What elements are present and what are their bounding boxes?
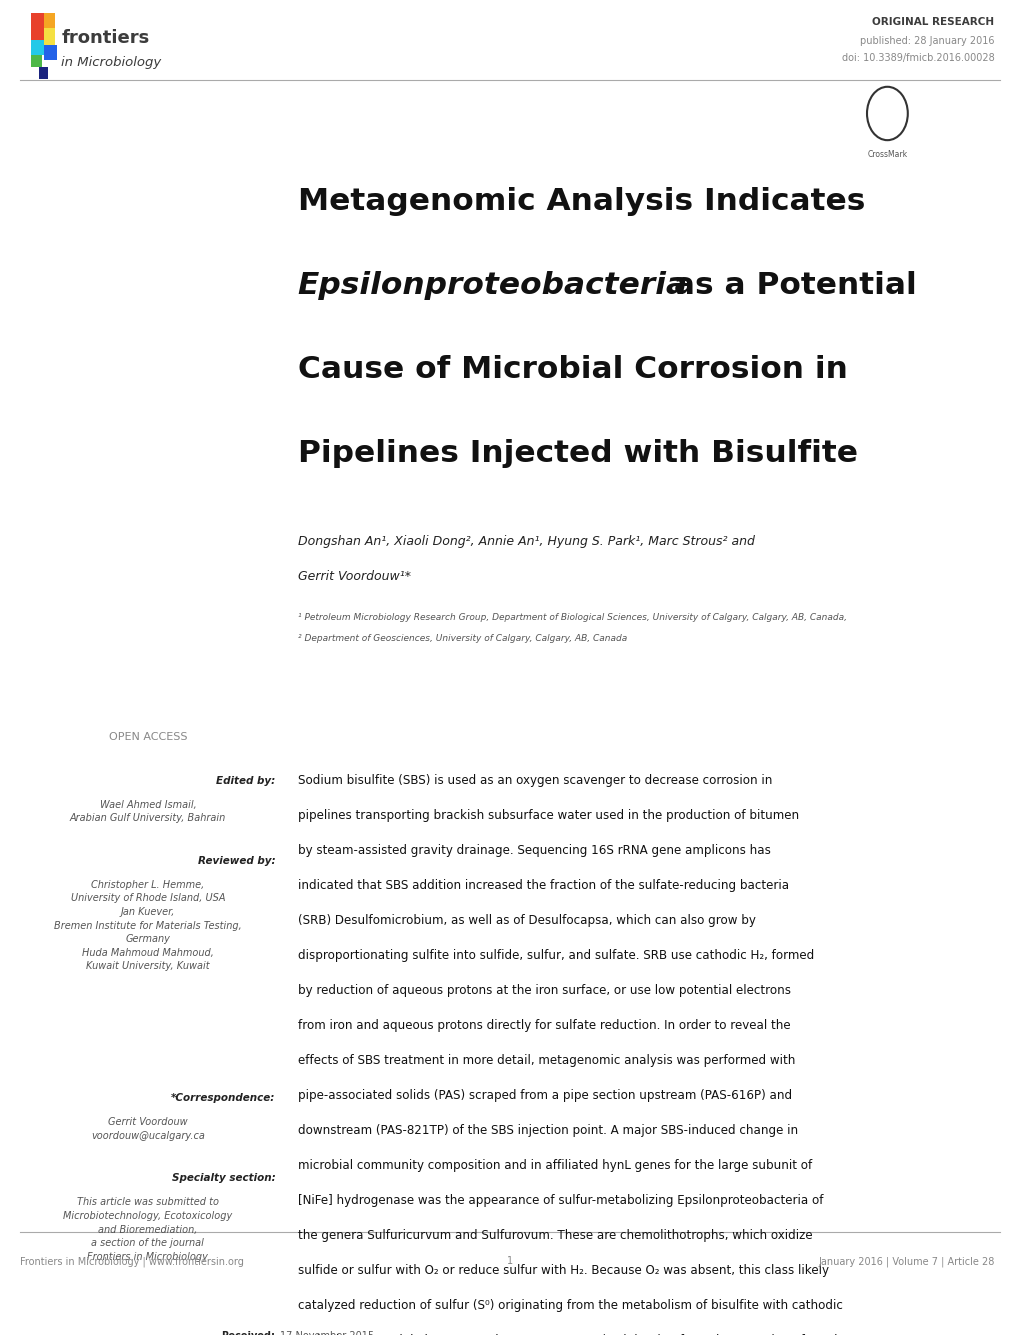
Text: January 2016 | Volume 7 | Article 28: January 2016 | Volume 7 | Article 28 bbox=[817, 1256, 994, 1267]
Text: ¹ Petroleum Microbiology Research Group, Department of Biological Sciences, Univ: ¹ Petroleum Microbiology Research Group,… bbox=[298, 613, 846, 622]
Text: catalyzed reduction of sulfur (S⁰) originating from the metabolism of bisulfite : catalyzed reduction of sulfur (S⁰) origi… bbox=[298, 1299, 842, 1312]
Text: ² Department of Geosciences, University of Calgary, Calgary, AB, Canada: ² Department of Geosciences, University … bbox=[298, 634, 627, 643]
Text: disproportionating sulfite into sulfide, sulfur, and sulfate. SRB use cathodic H: disproportionating sulfite into sulfide,… bbox=[298, 949, 813, 963]
Text: 1: 1 bbox=[506, 1256, 513, 1266]
Text: Reviewed by:: Reviewed by: bbox=[198, 856, 275, 865]
Text: CrossMark: CrossMark bbox=[866, 150, 907, 159]
Text: as a Potential: as a Potential bbox=[662, 271, 916, 300]
Bar bbox=[31, 40, 44, 55]
Text: Specialty section:: Specialty section: bbox=[171, 1173, 275, 1183]
Text: published: 28 January 2016: published: 28 January 2016 bbox=[859, 36, 994, 45]
Text: in Microbiology: in Microbiology bbox=[61, 56, 161, 69]
Bar bbox=[44, 28, 55, 45]
Text: from iron and aqueous protons directly for sulfate reduction. In order to reveal: from iron and aqueous protons directly f… bbox=[298, 1019, 790, 1032]
Text: This article was submitted to
Microbiotechnology, Ecotoxicology
and Bioremediati: This article was submitted to Microbiote… bbox=[63, 1197, 232, 1262]
Text: Gerrit Voordouw
voordouw@ucalgary.ca: Gerrit Voordouw voordouw@ucalgary.ca bbox=[91, 1117, 205, 1141]
Text: pipe-associated solids (PAS) scraped from a pipe section upstream (PAS-616P) and: pipe-associated solids (PAS) scraped fro… bbox=[298, 1089, 791, 1103]
Text: OPEN ACCESS: OPEN ACCESS bbox=[109, 732, 186, 741]
Text: Cause of Microbial Corrosion in: Cause of Microbial Corrosion in bbox=[298, 355, 847, 384]
Text: ORIGINAL RESEARCH: ORIGINAL RESEARCH bbox=[871, 17, 994, 27]
Text: by reduction of aqueous protons at the iron surface, or use low potential electr: by reduction of aqueous protons at the i… bbox=[298, 984, 790, 997]
Text: downstream (PAS-821TP) of the SBS injection point. A major SBS-induced change in: downstream (PAS-821TP) of the SBS inject… bbox=[298, 1124, 797, 1137]
Bar bbox=[31, 13, 44, 40]
Bar bbox=[39, 67, 48, 79]
Text: Epsilonproteobacteria: Epsilonproteobacteria bbox=[298, 271, 687, 300]
Text: *Correspondence:: *Correspondence: bbox=[171, 1093, 275, 1103]
Text: pipelines transporting brackish subsurface water used in the production of bitum: pipelines transporting brackish subsurfa… bbox=[298, 809, 798, 822]
Text: microbial community composition and in affiliated hynL genes for the large subun: microbial community composition and in a… bbox=[298, 1159, 811, 1172]
Bar bbox=[31, 55, 42, 67]
Text: frontiers: frontiers bbox=[61, 29, 150, 47]
Text: Wael Ahmed Ismail,
Arabian Gulf University, Bahrain: Wael Ahmed Ismail, Arabian Gulf Universi… bbox=[69, 800, 226, 824]
Text: Metagenomic Analysis Indicates: Metagenomic Analysis Indicates bbox=[298, 187, 864, 216]
Circle shape bbox=[866, 87, 907, 140]
Text: Pipelines Injected with Bisulfite: Pipelines Injected with Bisulfite bbox=[298, 439, 857, 469]
Text: (SRB) Desulfomicrobium, as well as of Desulfocapsa, which can also grow by: (SRB) Desulfomicrobium, as well as of De… bbox=[298, 914, 755, 928]
Bar bbox=[44, 13, 55, 28]
Text: Edited by:: Edited by: bbox=[216, 776, 275, 785]
Text: indicated that SBS addition increased the fraction of the sulfate-reducing bacte: indicated that SBS addition increased th… bbox=[298, 880, 788, 892]
Text: sulfide or sulfur with O₂ or reduce sulfur with H₂. Because O₂ was absent, this : sulfide or sulfur with O₂ or reduce sulf… bbox=[298, 1264, 828, 1278]
Text: Received:: Received: bbox=[221, 1331, 275, 1335]
Text: Christopher L. Hemme,
University of Rhode Island, USA
Jan Kuever,
Bremen Institu: Christopher L. Hemme, University of Rhod… bbox=[54, 880, 242, 972]
Bar bbox=[44, 45, 57, 60]
Text: Sodium bisulfite (SBS) is used as an oxygen scavenger to decrease corrosion in: Sodium bisulfite (SBS) is used as an oxy… bbox=[298, 774, 771, 788]
Text: Frontiers in Microbiology | www.frontiersin.org: Frontiers in Microbiology | www.frontier… bbox=[20, 1256, 244, 1267]
Text: the genera Sulfuricurvum and Sulfurovum. These are chemolithotrophs, which oxidi: the genera Sulfuricurvum and Sulfurovum.… bbox=[298, 1230, 812, 1242]
Text: [NiFe] hydrogenase was the appearance of sulfur-metabolizing Epsilonproteobacter: [NiFe] hydrogenase was the appearance of… bbox=[298, 1193, 822, 1207]
Text: Dongshan An¹, Xiaoli Dong², Annie An¹, Hyung S. Park¹, Marc Strous² and: Dongshan An¹, Xiaoli Dong², Annie An¹, H… bbox=[298, 535, 754, 549]
Text: Gerrit Voordouw¹*: Gerrit Voordouw¹* bbox=[298, 570, 411, 583]
Text: doi: 10.3389/fmicb.2016.00028: doi: 10.3389/fmicb.2016.00028 bbox=[841, 53, 994, 63]
Text: effects of SBS treatment in more detail, metagenomic analysis was performed with: effects of SBS treatment in more detail,… bbox=[298, 1055, 795, 1067]
Text: 17 November 2015: 17 November 2015 bbox=[280, 1331, 374, 1335]
Text: by steam-assisted gravity drainage. Sequencing 16S rRNA gene amplicons has: by steam-assisted gravity drainage. Sequ… bbox=[298, 844, 770, 857]
